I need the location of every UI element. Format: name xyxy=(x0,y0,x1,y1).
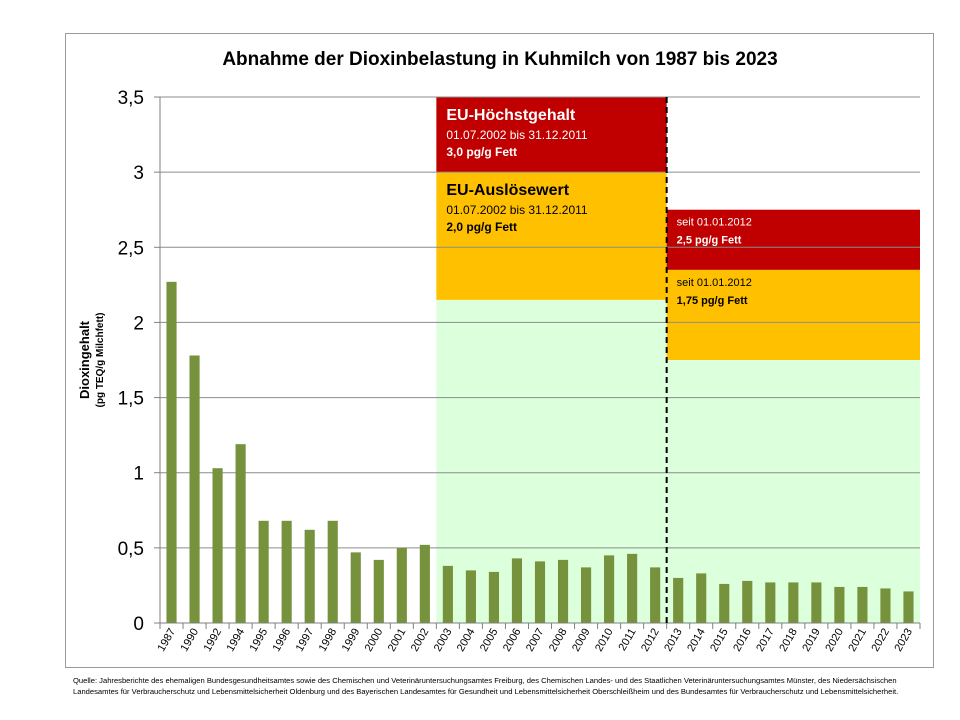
bar-2014 xyxy=(696,573,707,623)
x-tick-label: 2012 xyxy=(639,627,662,654)
x-tick-label: 1998 xyxy=(317,627,340,654)
x-tick-label: 1996 xyxy=(271,627,294,654)
bar-2005 xyxy=(488,571,500,623)
x-tick-label: 2010 xyxy=(593,627,616,654)
y-tick-label: 1 xyxy=(133,464,144,485)
bar-2015 xyxy=(719,583,730,623)
x-tick-label: 2007 xyxy=(524,627,547,654)
bar-2018 xyxy=(788,582,799,623)
x-tick-label: 2009 xyxy=(570,627,593,654)
box-title: EU-Höchstgehalt xyxy=(446,107,576,124)
x-tick-label: 2020 xyxy=(823,627,846,654)
chart-frame xyxy=(65,33,934,668)
x-tick-label: 1995 xyxy=(248,627,271,654)
x-tick-label: 1999 xyxy=(340,627,363,654)
x-tick-label: 2015 xyxy=(708,627,731,654)
bar-1998 xyxy=(327,520,338,623)
x-tick-label: 2004 xyxy=(455,627,478,654)
bar-2022 xyxy=(880,588,891,623)
bar-1996 xyxy=(281,520,292,623)
y-axis-title: Dioxingehalt xyxy=(77,320,92,399)
bar-2003 xyxy=(442,565,453,623)
bar-1994 xyxy=(235,444,246,623)
x-tick-label: 2014 xyxy=(685,627,708,654)
x-tick-label: 2001 xyxy=(386,627,409,654)
x-tick-label: 2002 xyxy=(409,627,432,654)
bar-2009 xyxy=(580,567,592,623)
bar-2007 xyxy=(534,561,546,623)
x-tick-label: 2008 xyxy=(547,627,570,654)
bar-2008 xyxy=(557,559,569,623)
box-date: seit 01.01.2012 xyxy=(677,217,752,229)
y-tick-label: 3,5 xyxy=(118,88,144,109)
y-tick-label: 2 xyxy=(133,313,144,334)
x-tick-label: 2023 xyxy=(892,627,915,654)
box-title: EU-Auslösewert xyxy=(446,182,569,199)
bar-1987 xyxy=(166,281,177,623)
bar-2010 xyxy=(604,555,615,623)
limit-region-6 xyxy=(666,209,920,270)
bar-2011 xyxy=(627,553,638,623)
bar-1990 xyxy=(189,355,200,623)
box-date: 01.07.2002 bis 31.12.2011 xyxy=(446,128,588,142)
bar-2020 xyxy=(834,586,845,623)
box-value: 2,5 pg/g Fett xyxy=(677,235,742,247)
bar-2002 xyxy=(419,544,430,623)
bar-2012 xyxy=(650,567,661,623)
x-tick-label: 2019 xyxy=(800,627,823,654)
bar-1999 xyxy=(350,552,361,623)
x-tick-label: 1997 xyxy=(294,627,317,654)
x-tick-label: 2022 xyxy=(869,627,892,654)
x-tick-label: 2000 xyxy=(363,627,386,654)
bar-2017 xyxy=(765,582,776,623)
x-tick-label: 1994 xyxy=(225,627,248,654)
bar-1995 xyxy=(258,520,269,623)
y-tick-label: 0,5 xyxy=(118,539,144,560)
x-tick-label: 2006 xyxy=(501,627,524,654)
bar-2023 xyxy=(903,591,914,623)
x-tick-label: 2003 xyxy=(432,627,455,654)
bar-2000 xyxy=(373,559,384,623)
limit-region-2 xyxy=(436,172,667,300)
bar-2001 xyxy=(396,547,407,623)
x-tick-label: 2018 xyxy=(777,627,800,654)
x-tick-label: 1990 xyxy=(179,627,202,654)
box-date: seit 01.01.2012 xyxy=(677,277,752,289)
x-tick-label: 2005 xyxy=(478,627,501,654)
x-tick-label: 2011 xyxy=(616,627,638,653)
bar-2013 xyxy=(673,577,684,623)
bar-1992 xyxy=(212,468,223,623)
x-tick-label: 2013 xyxy=(662,627,685,654)
y-tick-label: 0 xyxy=(133,614,144,635)
box-value: 3,0 pg/g Fett xyxy=(446,145,517,159)
x-tick-label: 1987 xyxy=(155,627,178,654)
bar-2019 xyxy=(811,582,822,623)
x-tick-label: 2016 xyxy=(731,627,754,654)
x-tick-label: 1992 xyxy=(202,627,225,654)
limit-region-5 xyxy=(666,269,920,360)
bar-2006 xyxy=(511,558,523,623)
bar-2004 xyxy=(465,570,476,623)
bar-2021 xyxy=(857,586,868,623)
chart-title: Abnahme der Dioxinbelastung in Kuhmilch … xyxy=(222,49,777,70)
y-tick-label: 1,5 xyxy=(118,389,144,410)
y-tick-label: 3 xyxy=(133,163,144,184)
x-tick-label: 2017 xyxy=(754,627,777,654)
x-tick-label: 2021 xyxy=(846,627,869,654)
box-value: 1,75 pg/g Fett xyxy=(677,295,748,307)
box-value: 2,0 pg/g Fett xyxy=(446,220,517,234)
bar-2016 xyxy=(742,580,753,623)
limit-region-3 xyxy=(436,97,667,173)
box-date: 01.07.2002 bis 31.12.2011 xyxy=(446,203,588,217)
y-tick-label: 2,5 xyxy=(118,238,144,259)
y-axis-subtitle: (pg TEQ/g Milchfett) xyxy=(95,313,106,408)
limit-region-4 xyxy=(666,360,920,623)
bar-1997 xyxy=(304,529,315,623)
source-note: Quelle: Jahresberichte des ehemaligen Bu… xyxy=(73,676,899,696)
chart: Abnahme der Dioxinbelastung in Kuhmilch … xyxy=(77,49,921,654)
